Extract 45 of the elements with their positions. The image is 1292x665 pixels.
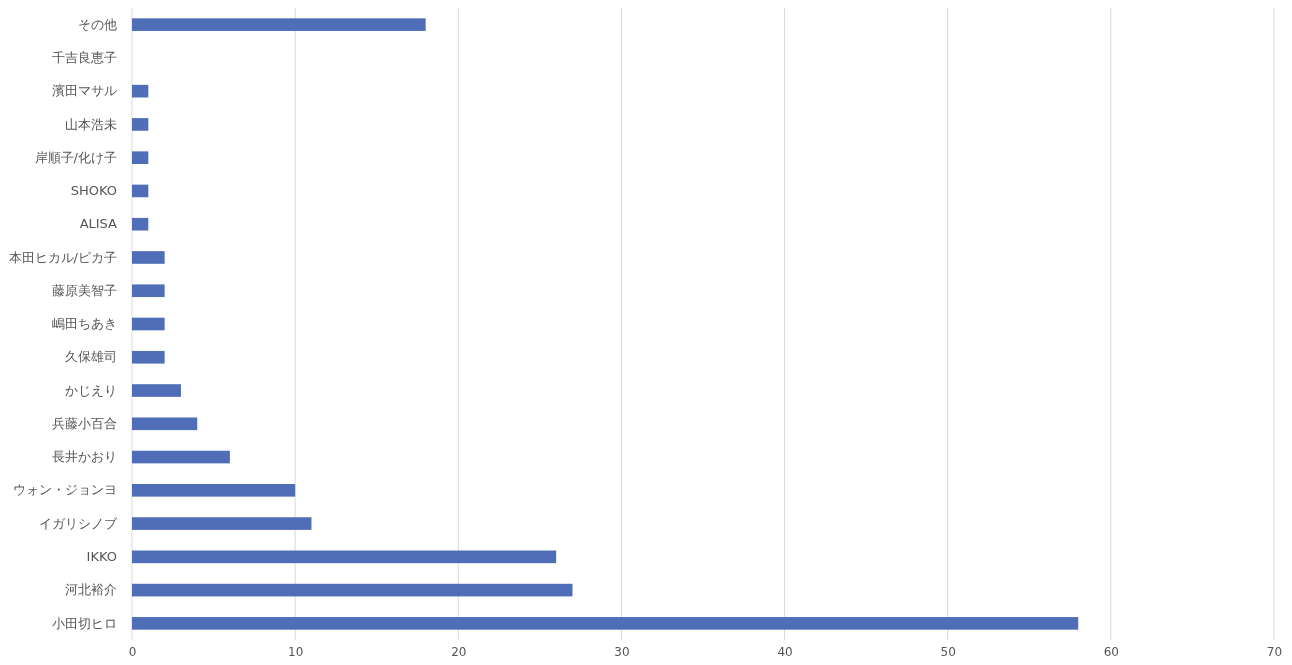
- bar: [132, 284, 165, 298]
- y-tick-label: イガリシノブ: [39, 515, 118, 531]
- y-tick-label: 藤原美智子: [52, 282, 117, 298]
- y-tick-label: 長井かおり: [52, 449, 117, 465]
- bar: [132, 617, 1079, 630]
- y-tick-label: 兵藤小百合: [52, 415, 117, 431]
- bar: [132, 517, 312, 530]
- bar: [132, 384, 181, 397]
- x-tick-label: 70: [1266, 644, 1283, 659]
- y-tick-label: かじえり: [65, 382, 117, 398]
- x-tick-label: 30: [614, 644, 630, 659]
- x-tick-label: 60: [1103, 644, 1119, 659]
- bar: [132, 317, 165, 331]
- y-tick-label: IKKO: [86, 549, 117, 564]
- bar: [132, 118, 149, 131]
- y-tick-label: 千吉良恵子: [52, 50, 117, 66]
- y-tick-label: 山本浩未: [65, 116, 117, 132]
- x-tick-label: 50: [940, 644, 956, 659]
- x-tick-label: 0: [128, 644, 137, 659]
- bar: [132, 450, 230, 464]
- bar: [132, 417, 198, 431]
- bar: [132, 484, 296, 497]
- y-tick-label: SHOKO: [70, 183, 117, 199]
- bar: [132, 18, 426, 31]
- bar: [132, 251, 165, 264]
- x-tick-label: 20: [451, 644, 467, 659]
- bar: [132, 151, 149, 164]
- x-tick-label: 10: [288, 644, 304, 659]
- y-tick-label: その他: [78, 16, 117, 32]
- bar: [132, 550, 557, 564]
- y-tick-label: ウォン・ジョンヨ: [13, 482, 117, 498]
- y-tick-label: 本田ヒカル/ピカ子: [8, 249, 117, 265]
- bar: [132, 84, 149, 98]
- bar: [132, 583, 573, 597]
- y-tick-label: 濱田マサル: [52, 83, 117, 99]
- y-tick-label: 小田切ヒロ: [52, 615, 117, 631]
- y-tick-label: ALISA: [79, 216, 118, 232]
- bar: [132, 184, 149, 198]
- y-tick-label: 河北裕介: [65, 582, 117, 598]
- y-tick-label: 岸順子/化け子: [34, 149, 117, 165]
- y-tick-label: 久保雄司: [65, 349, 117, 365]
- y-tick-label: 嶋田ちあき: [52, 316, 117, 332]
- bar: [132, 350, 165, 364]
- x-tick-label: 40: [777, 644, 793, 659]
- bar: [132, 217, 149, 231]
